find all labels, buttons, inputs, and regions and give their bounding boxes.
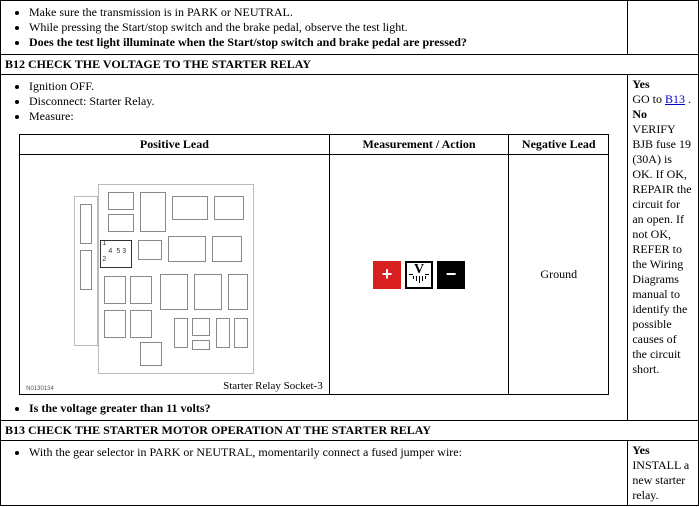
b12-bullet-1: Ignition OFF. <box>29 79 623 94</box>
plus-icon: + <box>373 261 401 289</box>
b12-bullet-3: Measure: <box>29 109 623 124</box>
b13-yes-action: INSTALL a new starter relay. <box>632 458 694 503</box>
voltmeter-icon: V <box>405 261 433 289</box>
col-negative-lead: Negative Lead <box>509 135 609 155</box>
negative-lead-cell: Ground <box>509 155 609 395</box>
b11-bullets: Make sure the transmission is in PARK or… <box>5 5 623 50</box>
pin-4: 4 <box>108 248 112 255</box>
minus-icon: − <box>437 261 465 289</box>
pin-1: 1 <box>102 240 106 247</box>
b11-bullet-1: Make sure the transmission is in PARK or… <box>29 5 623 20</box>
relay-socket-diagram: 1 2 4 5 3 <box>20 155 330 395</box>
b12-bullets: Ignition OFF. Disconnect: Starter Relay.… <box>5 79 623 124</box>
b12-bullet-2: Disconnect: Starter Relay. <box>29 94 623 109</box>
b13-bullet: With the gear selector in PARK or NEUTRA… <box>29 445 623 460</box>
b12-answer: Yes GO to B13 . No VERIFY BJB fuse 19 (3… <box>628 75 699 421</box>
row-b13-body: With the gear selector in PARK or NEUTRA… <box>1 441 699 506</box>
b12-question: Is the voltage greater than 11 volts? <box>29 401 623 416</box>
pin-53: 5 3 <box>116 248 126 255</box>
pin-2: 2 <box>102 256 106 263</box>
col-positive-lead: Positive Lead <box>20 135 330 155</box>
b13-answer: Yes INSTALL a new starter relay. <box>628 441 699 506</box>
b11-bullet-2: While pressing the Start/stop switch and… <box>29 20 623 35</box>
b11-answer <box>628 1 699 55</box>
b12-no-action: VERIFY BJB fuse 19 (30A) is OK. If OK, R… <box>632 122 694 377</box>
row-b12-title: B12 CHECK THE VOLTAGE TO THE STARTER REL… <box>1 55 699 75</box>
b13-yes-label: Yes <box>632 443 649 457</box>
b12-no-label: No <box>632 107 647 121</box>
link-b13[interactable]: B13 <box>665 92 685 106</box>
b11-question: Does the test light illuminate when the … <box>29 35 623 50</box>
diagnostic-table: Make sure the transmission is in PARK or… <box>0 0 699 506</box>
diagram-caption: Starter Relay Socket-3 <box>223 380 323 392</box>
row-b13-title: B13 CHECK THE STARTER MOTOR OPERATION AT… <box>1 421 699 441</box>
row-b12-body: Ignition OFF. Disconnect: Starter Relay.… <box>1 75 699 421</box>
b12-yes-action: GO to B13 . <box>632 92 694 107</box>
diagram-id: N0130134 <box>26 386 54 392</box>
measurement-cell: + V <box>329 155 509 395</box>
measurement-table: Positive Lead Measurement / Action Negat… <box>19 134 609 395</box>
col-measurement: Measurement / Action <box>329 135 509 155</box>
row-b11-body: Make sure the transmission is in PARK or… <box>1 1 699 55</box>
b12-yes-label: Yes <box>632 77 649 91</box>
